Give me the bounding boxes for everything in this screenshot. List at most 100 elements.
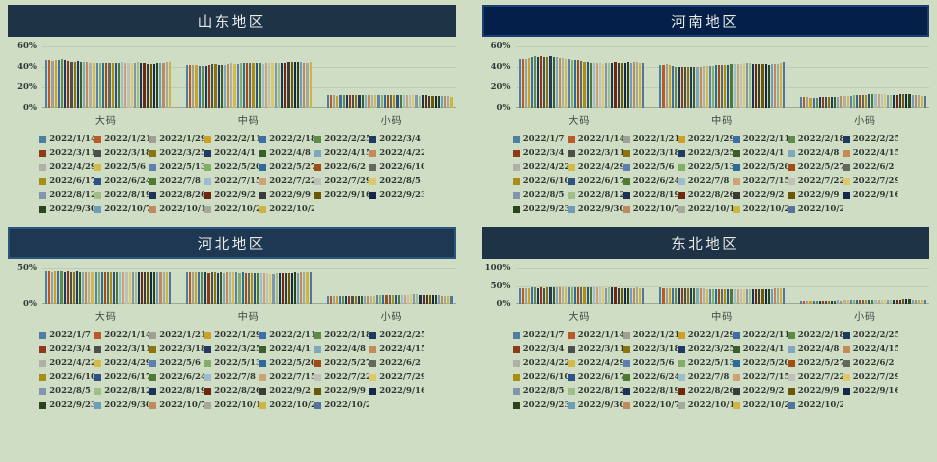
legend-label: 2022/1/21 [159, 330, 205, 340]
legend-label: 2022/3/18 [632, 148, 678, 158]
legend-item: 2022/3/18 [149, 344, 204, 354]
legend-item: 2022/5/20 [204, 162, 259, 172]
bar [361, 94, 364, 108]
legend-item: 2022/10/21 [732, 400, 788, 410]
legend-swatch [842, 359, 850, 367]
legend-label: 2022/5/27 [269, 162, 315, 172]
legend-label: 2022/10/28 [797, 204, 843, 214]
bar [85, 271, 88, 304]
bar [98, 63, 102, 108]
legend-label: 2022/5/13 [214, 358, 260, 368]
bar [424, 95, 428, 108]
legend-label: 2022/3/18 [632, 344, 678, 354]
chart-panel-henan[interactable]: 河南地区 60% 40% 20% 0% 大码 中码 小码 2022/1/7 2022/1/1… [481, 5, 930, 214]
legend-label: 2022/6/2 [852, 162, 895, 172]
bar [192, 64, 195, 108]
bar [156, 63, 159, 108]
legend-swatch [149, 373, 157, 381]
bar [128, 271, 131, 304]
bar [204, 65, 208, 108]
legend-swatch [314, 149, 322, 157]
legend-swatch [787, 149, 795, 157]
legend-swatch [842, 331, 850, 339]
legend-item: 2022/8/19 [149, 386, 204, 396]
legend-swatch [732, 345, 740, 353]
bar [63, 271, 66, 304]
bar [342, 296, 345, 304]
bar [659, 64, 662, 108]
legend-label: 2022/4/1 [742, 344, 785, 354]
legend-item: 2022/3/25 [149, 148, 204, 158]
legend-item: 2022/9/23 [512, 400, 568, 410]
legend-item: 2022/4/29 [39, 162, 94, 172]
legend-swatch [787, 387, 795, 395]
bar [896, 94, 899, 108]
legend-swatch [204, 373, 212, 381]
bar [195, 64, 198, 108]
bar [103, 272, 106, 304]
y-axis-tick-label: 20% [17, 82, 37, 93]
legend-swatch [314, 387, 322, 395]
bar [577, 287, 580, 304]
legend-item: 2022/7/29 [842, 176, 898, 186]
bar [444, 295, 447, 304]
bar [233, 63, 236, 108]
bar [629, 62, 632, 108]
bar [269, 273, 272, 304]
bar [60, 271, 63, 304]
bar [914, 300, 917, 304]
legend-swatch [204, 331, 212, 339]
bar [702, 288, 705, 304]
bar [708, 65, 711, 108]
bar [207, 272, 210, 304]
legend-swatch [369, 359, 377, 367]
legend-item: 2022/4/8 [787, 344, 843, 354]
bar [871, 94, 874, 108]
bar [82, 271, 85, 304]
legend-label: 2022/5/6 [159, 358, 201, 368]
legend-label: 2022/3/4 [379, 134, 421, 144]
legend-label: 2022/6/10 [379, 162, 425, 172]
bar [911, 94, 914, 108]
legend-item: 2022/3/25 [677, 344, 733, 354]
legend-swatch [204, 345, 212, 353]
legend-item: 2022/1/29 [149, 134, 204, 144]
bar [834, 300, 837, 304]
legend-label: 2022/6/17 [577, 372, 623, 382]
legend-swatch [567, 205, 575, 213]
bar [140, 62, 143, 108]
legend-swatch [204, 401, 212, 409]
legend-label: 2022/5/27 [797, 358, 843, 368]
bar [244, 272, 247, 304]
bar [779, 62, 783, 108]
chart-panel-hebei[interactable]: 河北地区 50% 0% 大码 中码 小码 2022/1/7 2022/1/14 2022/… [8, 227, 456, 410]
legend-item: 2022/8/19 [622, 386, 678, 396]
chart-panel-shandong[interactable]: 山东地区 60% 40% 20% 0% 大码 中码 小码 2022/1/14 2022/1/… [8, 5, 456, 214]
x-axis-labels: 大码 中码 小码 [516, 112, 930, 127]
bar [367, 94, 371, 108]
legend-label: 2022/3/11 [577, 344, 623, 354]
bar [711, 289, 715, 304]
legend-item: 2022/7/22 [787, 372, 843, 382]
legend-item: 2022/7/22 [259, 176, 314, 186]
legend-label: 2022/3/18 [159, 344, 205, 354]
bar [208, 64, 211, 108]
bar [602, 63, 605, 108]
legend-item: 2022/9/16 [369, 386, 424, 396]
bar [165, 62, 168, 108]
bar [828, 97, 831, 108]
bar [855, 95, 858, 108]
legend-swatch [259, 163, 267, 171]
legend-label: 2022/10/21 [742, 204, 788, 214]
bar [117, 62, 121, 108]
bar [755, 289, 758, 304]
legend-item: 2022/9/9 [259, 190, 314, 200]
chart-panel-dongbei[interactable]: 东北地区 100% 50% 0% 大码 中码 小码 2022/1/7 2022/1/14 2… [481, 227, 929, 410]
legend-swatch [204, 387, 212, 395]
legend-label: 2022/7/15 [214, 176, 260, 186]
legend-label: 2022/4/8 [269, 148, 311, 158]
bar [852, 95, 855, 108]
legend-label: 2022/5/20 [742, 358, 788, 368]
legend-swatch [677, 331, 685, 339]
legend-label: 2022/9/30 [104, 400, 150, 410]
